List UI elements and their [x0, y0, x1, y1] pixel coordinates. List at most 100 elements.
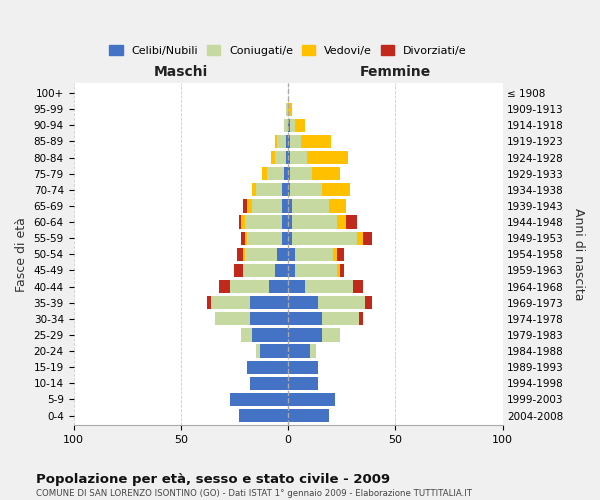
Bar	[292, 232, 357, 245]
Bar	[288, 376, 318, 390]
Bar	[337, 264, 340, 277]
Bar	[230, 393, 288, 406]
Bar	[288, 102, 292, 116]
Bar	[262, 167, 266, 180]
Bar	[288, 296, 318, 310]
Bar	[288, 167, 290, 180]
Bar	[286, 135, 288, 148]
Bar	[295, 248, 333, 261]
Bar	[288, 151, 290, 164]
Bar	[286, 102, 288, 116]
Bar	[239, 216, 241, 228]
Bar	[211, 296, 250, 310]
Bar	[239, 409, 288, 422]
Bar	[275, 135, 277, 148]
Bar	[251, 183, 256, 196]
Bar	[282, 232, 288, 245]
Bar	[288, 360, 318, 374]
Bar	[318, 296, 365, 310]
Bar	[288, 232, 292, 245]
Bar	[220, 280, 230, 293]
Bar	[260, 344, 288, 358]
Bar	[245, 248, 277, 261]
Bar	[307, 151, 348, 164]
Bar	[247, 200, 251, 212]
Bar	[230, 280, 269, 293]
Bar	[241, 232, 245, 245]
Bar	[288, 118, 290, 132]
Bar	[282, 200, 288, 212]
Bar	[236, 248, 243, 261]
Bar	[322, 312, 359, 326]
Bar	[250, 312, 288, 326]
Bar	[346, 216, 357, 228]
Bar	[337, 216, 346, 228]
Bar	[271, 151, 275, 164]
Bar	[340, 264, 344, 277]
Bar	[256, 344, 260, 358]
Y-axis label: Anni di nascita: Anni di nascita	[572, 208, 585, 300]
Bar	[251, 200, 282, 212]
Text: Femmine: Femmine	[360, 64, 431, 78]
Bar	[365, 296, 372, 310]
Bar	[286, 151, 288, 164]
Bar	[288, 264, 295, 277]
Bar	[295, 118, 305, 132]
Bar	[353, 280, 363, 293]
Bar	[288, 393, 335, 406]
Bar	[312, 167, 340, 180]
Bar	[329, 200, 346, 212]
Bar	[284, 118, 288, 132]
Bar	[284, 167, 288, 180]
Bar	[288, 328, 322, 342]
Bar	[322, 183, 350, 196]
Y-axis label: Fasce di età: Fasce di età	[15, 217, 28, 292]
Bar	[243, 200, 247, 212]
Bar	[277, 135, 286, 148]
Bar	[251, 328, 288, 342]
Bar	[288, 183, 290, 196]
Bar	[241, 216, 245, 228]
Bar	[333, 248, 337, 261]
Bar	[292, 216, 337, 228]
Bar	[245, 216, 282, 228]
Bar	[235, 264, 243, 277]
Bar	[243, 264, 275, 277]
Bar	[288, 248, 295, 261]
Text: COMUNE DI SAN LORENZO ISONTINO (GO) - Dati ISTAT 1° gennaio 2009 - Elaborazione : COMUNE DI SAN LORENZO ISONTINO (GO) - Da…	[36, 489, 472, 498]
Bar	[256, 183, 282, 196]
Bar	[295, 264, 337, 277]
Bar	[288, 344, 310, 358]
Bar	[282, 183, 288, 196]
Bar	[269, 280, 288, 293]
Bar	[290, 118, 295, 132]
Bar	[292, 200, 329, 212]
Bar	[310, 344, 316, 358]
Bar	[250, 296, 288, 310]
Bar	[245, 232, 247, 245]
Bar	[282, 216, 288, 228]
Bar	[322, 328, 340, 342]
Bar	[275, 151, 286, 164]
Text: Popolazione per età, sesso e stato civile - 2009: Popolazione per età, sesso e stato civil…	[36, 472, 390, 486]
Bar	[247, 232, 282, 245]
Bar	[250, 376, 288, 390]
Bar	[288, 312, 322, 326]
Bar	[337, 248, 344, 261]
Bar	[288, 135, 290, 148]
Bar	[241, 328, 251, 342]
Bar	[215, 312, 250, 326]
Bar	[288, 280, 305, 293]
Text: Maschi: Maschi	[154, 64, 208, 78]
Bar	[359, 312, 363, 326]
Bar	[290, 167, 312, 180]
Bar	[290, 183, 322, 196]
Bar	[243, 248, 245, 261]
Bar	[275, 264, 288, 277]
Bar	[357, 232, 363, 245]
Bar	[277, 248, 288, 261]
Bar	[288, 200, 292, 212]
Bar	[290, 151, 307, 164]
Bar	[247, 360, 288, 374]
Bar	[363, 232, 372, 245]
